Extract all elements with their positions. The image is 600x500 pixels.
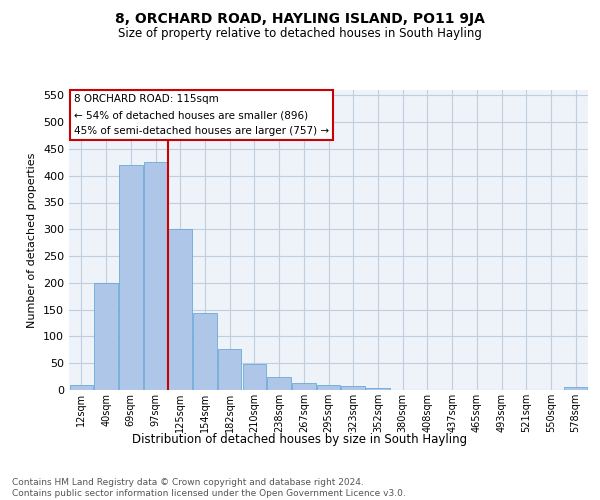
- Text: Distribution of detached houses by size in South Hayling: Distribution of detached houses by size …: [133, 432, 467, 446]
- Bar: [94, 283, 118, 390]
- Bar: [341, 386, 365, 390]
- Text: Size of property relative to detached houses in South Hayling: Size of property relative to detached ho…: [118, 28, 482, 40]
- Bar: [218, 349, 241, 390]
- Bar: [268, 376, 291, 390]
- Bar: [169, 230, 192, 390]
- Text: 8 ORCHARD ROAD: 115sqm
← 54% of detached houses are smaller (896)
45% of semi-de: 8 ORCHARD ROAD: 115sqm ← 54% of detached…: [74, 94, 329, 136]
- Bar: [366, 388, 389, 390]
- Bar: [193, 314, 217, 390]
- Bar: [119, 165, 143, 390]
- Bar: [317, 384, 340, 390]
- Bar: [70, 384, 93, 390]
- Bar: [144, 162, 167, 390]
- Bar: [242, 364, 266, 390]
- Bar: [564, 388, 587, 390]
- Y-axis label: Number of detached properties: Number of detached properties: [28, 152, 37, 328]
- Text: 8, ORCHARD ROAD, HAYLING ISLAND, PO11 9JA: 8, ORCHARD ROAD, HAYLING ISLAND, PO11 9J…: [115, 12, 485, 26]
- Bar: [292, 383, 316, 390]
- Text: Contains HM Land Registry data © Crown copyright and database right 2024.
Contai: Contains HM Land Registry data © Crown c…: [12, 478, 406, 498]
